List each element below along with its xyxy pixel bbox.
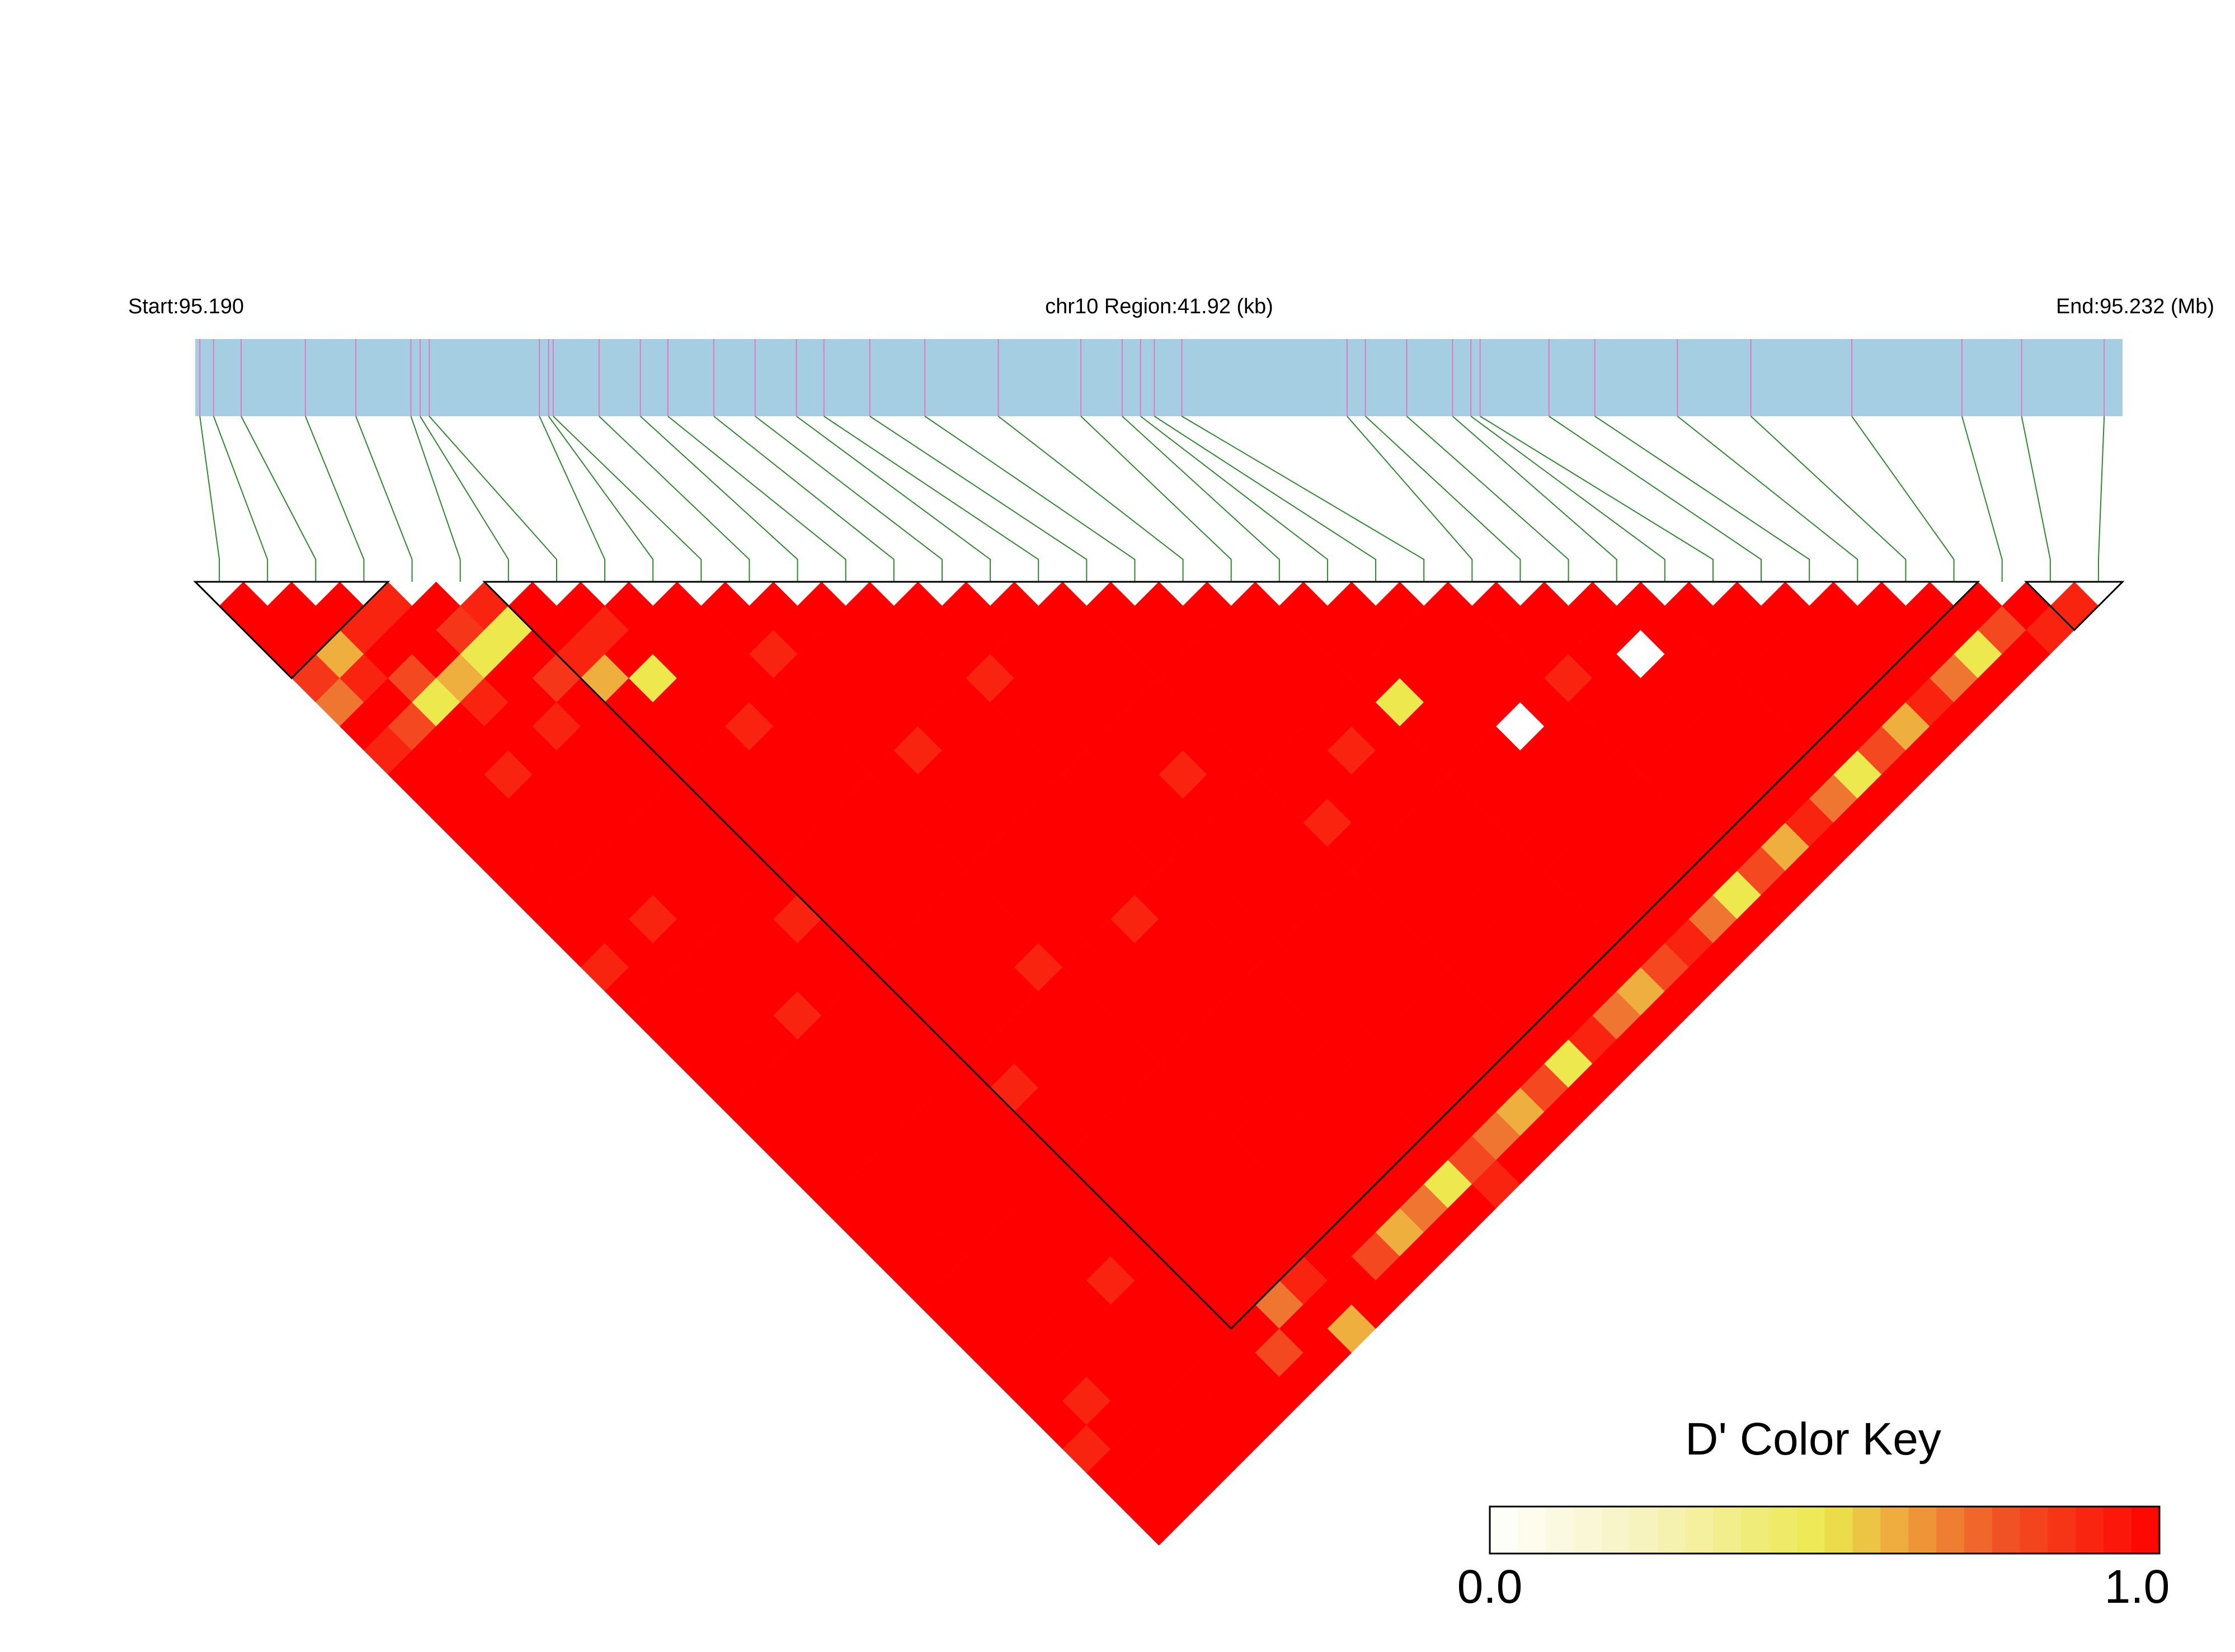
snp-link <box>539 416 606 582</box>
snp-link <box>1122 416 1280 582</box>
snp-link <box>997 416 1184 582</box>
snp-link <box>869 416 1088 582</box>
snp-link <box>199 416 220 582</box>
key-step <box>1992 1507 2021 1554</box>
snp-link <box>355 416 413 582</box>
key-step <box>1573 1507 1602 1554</box>
snp-link <box>304 416 365 582</box>
ld-block <box>193 581 390 680</box>
ld-block <box>482 581 1980 1330</box>
key-step <box>1601 1507 1630 1554</box>
key-step <box>1517 1507 1546 1554</box>
key-step <box>1824 1507 1853 1554</box>
snp-link <box>824 416 1039 582</box>
key-step <box>1880 1507 1909 1554</box>
key-step <box>2048 1507 2076 1554</box>
snp-link <box>1470 416 1665 582</box>
snp-link <box>1154 416 1377 582</box>
key-tick-label: 1.0 <box>2105 1560 2170 1613</box>
snp-link <box>241 416 317 582</box>
snp-link <box>553 416 702 582</box>
key-step <box>1657 1507 1686 1554</box>
snp-link <box>2097 416 2105 582</box>
key-tick-label: 0.0 <box>1457 1560 1523 1613</box>
key-step <box>1768 1507 1798 1554</box>
key-step <box>1629 1507 1658 1554</box>
ld-block <box>2024 581 2125 632</box>
snp-link <box>410 416 461 582</box>
snp-link <box>1750 416 1907 582</box>
key-step <box>1685 1507 1714 1554</box>
key-step <box>1713 1507 1742 1554</box>
snp-link <box>429 416 557 582</box>
key-title: D' Color Key <box>1685 1414 1941 1465</box>
key-step <box>1545 1507 1574 1554</box>
snp-link <box>1406 416 1569 582</box>
snp-link <box>1594 416 1810 582</box>
key-step <box>1796 1507 1825 1554</box>
key-step <box>1740 1507 1770 1554</box>
snp-link <box>667 416 846 582</box>
snp-link <box>213 416 269 582</box>
snp-link <box>639 416 798 582</box>
snp-link <box>1182 416 1425 582</box>
key-step <box>2076 1507 2104 1554</box>
snp-link <box>713 416 895 582</box>
key-step <box>1964 1507 1993 1554</box>
key-frame <box>1489 1505 2161 1555</box>
snp-link <box>1452 416 1617 582</box>
snp-link <box>1080 416 1232 582</box>
snp-link <box>1851 416 1955 582</box>
snp-link <box>1961 416 2003 582</box>
key-step <box>1908 1507 1937 1554</box>
snp-link <box>1480 416 1714 582</box>
snp-link <box>420 416 509 582</box>
snp-link <box>796 416 991 582</box>
snp-link <box>1549 416 1762 582</box>
end-label: End:95.232 (Mb) <box>2056 295 2214 318</box>
snp-link <box>755 416 943 582</box>
region-bar <box>195 339 2123 416</box>
key-step <box>1490 1507 1518 1554</box>
snp-link <box>1347 416 1473 582</box>
snp-link <box>599 416 750 582</box>
key-step <box>1936 1507 1965 1554</box>
key-step <box>1852 1507 1881 1554</box>
snp-link <box>548 416 654 582</box>
key-step <box>2020 1507 2048 1554</box>
key-step <box>2104 1507 2132 1554</box>
snp-link <box>1677 416 1858 582</box>
key-step <box>2132 1507 2160 1554</box>
start-label: Start:95.190 <box>128 295 244 318</box>
snp-link <box>1140 416 1328 582</box>
snp-link <box>2021 416 2051 582</box>
region-label: chr10 Region:41.92 (kb) <box>1045 295 1273 318</box>
snp-link <box>1364 416 1521 582</box>
snp-link <box>924 416 1136 582</box>
